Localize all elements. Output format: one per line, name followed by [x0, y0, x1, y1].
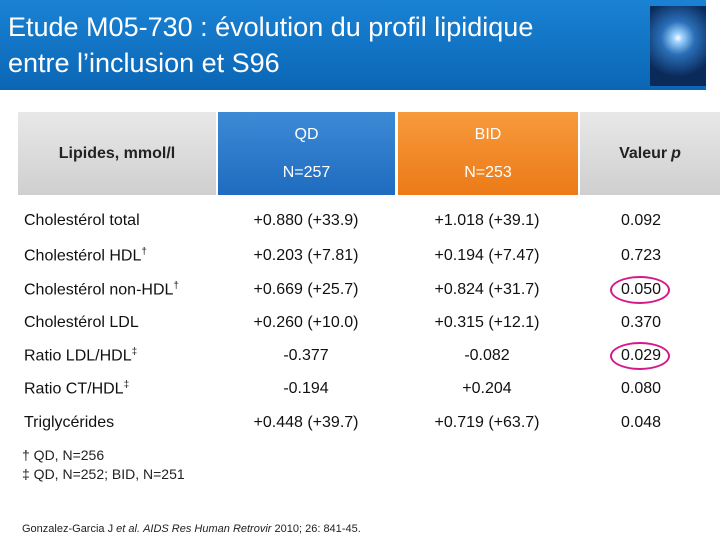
cell: +0.203 (+7.81) [253, 247, 359, 264]
header-cell: Lipides, mmol/l [18, 112, 216, 195]
row-label: Triglycérides [24, 414, 114, 432]
cell: +0.669 (+25.7) [253, 281, 359, 298]
cell: 0.050 [620, 281, 662, 298]
header-text: BID [474, 125, 502, 143]
row-label: Cholestérol HDL† [24, 246, 147, 265]
row-label: Ratio CT/HDL‡ [24, 379, 129, 398]
footnote-mark: † [173, 280, 179, 292]
citation-text: AIDS Res Human Retrovir [143, 523, 272, 535]
row-label: Cholestérol LDL [24, 314, 139, 332]
header-cell: BID N=253 [398, 112, 578, 195]
cell: -0.194 [283, 380, 329, 397]
cell: +0.719 (+63.7) [434, 414, 540, 431]
row-label-text: Cholestérol HDL [24, 247, 142, 265]
footnote-mark: ‡ [123, 379, 130, 391]
row-label-text: Ratio LDL/HDL [24, 347, 132, 365]
citation-text: et al. [116, 523, 141, 535]
cell: +0.194 (+7.47) [434, 247, 540, 264]
cell: +0.448 (+39.7) [253, 414, 359, 431]
footnote-mark: ‡ [131, 346, 138, 358]
title: entre l’inclusion et S96 [8, 48, 280, 78]
header-text: p [671, 144, 681, 162]
footnote: ‡ QD, N=252; BID, N=251 [22, 466, 185, 482]
footnote-mark: † [141, 246, 147, 258]
citation-text: Gonzalez-Garcia J [22, 523, 117, 535]
cell: 0.370 [620, 314, 662, 331]
cell: +0.315 (+12.1) [434, 314, 540, 331]
cell: +1.018 (+39.1) [434, 212, 540, 229]
header-text: Valeur [619, 144, 668, 162]
citation: Gonzalez-Garcia J et al. AIDS Res Human … [22, 523, 361, 535]
header-image [650, 6, 706, 86]
highlight-ring [610, 276, 670, 304]
row-label-text: Cholestérol LDL [24, 314, 139, 331]
row-label: Cholestérol non-HDL† [24, 280, 179, 299]
header-cell: QD N=257 [218, 112, 395, 195]
cell: +0.260 (+10.0) [253, 314, 359, 331]
title: Etude M05-730 : évolution du profil lipi… [8, 12, 534, 42]
citation-text: 2010; 26: 841-45. [271, 523, 361, 535]
row-label-text: Cholestérol non-HDL [24, 281, 174, 299]
header-bar [0, 0, 706, 90]
header-text: Lipides, mmol/l [58, 144, 176, 162]
cell: 0.048 [620, 414, 662, 431]
cell: +0.880 (+33.9) [253, 212, 359, 229]
row-label: Ratio LDL/HDL‡ [24, 346, 137, 365]
header-cell: Valeur p [580, 112, 720, 195]
footnote: † QD, N=256 [22, 447, 105, 463]
cell: +0.204 [462, 380, 512, 397]
cell: 0.092 [620, 212, 662, 229]
row-label-text: Triglycérides [24, 414, 115, 431]
row-label: Cholestérol total [24, 212, 140, 230]
header-text: N=253 [464, 163, 512, 181]
cell: 0.029 [620, 347, 662, 364]
header-text: QD [294, 125, 319, 143]
header-text: N=257 [282, 163, 331, 181]
cell: 0.080 [620, 380, 662, 397]
cell: 0.723 [620, 247, 662, 264]
cell: +0.824 (+31.7) [434, 281, 540, 298]
cell: -0.377 [283, 347, 329, 364]
row-label-text: Cholestérol total [24, 212, 140, 229]
cell: -0.082 [464, 347, 510, 364]
row-label-text: Ratio CT/HDL [24, 380, 124, 398]
highlight-ring [610, 342, 670, 370]
